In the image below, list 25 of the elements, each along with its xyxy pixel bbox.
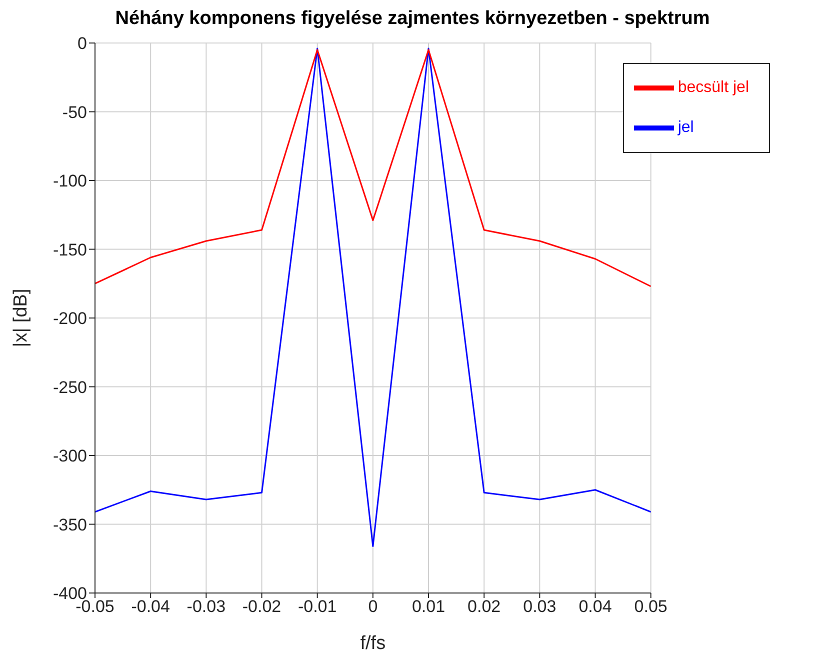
x-tick-label: -0.02 bbox=[242, 597, 282, 616]
x-tick-label: -0.03 bbox=[186, 597, 226, 616]
x-tick-label: 0 bbox=[368, 597, 378, 616]
y-tick-label: -300 bbox=[52, 446, 87, 466]
x-tick-label: -0.01 bbox=[298, 597, 337, 616]
x-tick-label: 0.01 bbox=[412, 597, 446, 616]
line-series bbox=[95, 49, 651, 288]
legend-label: becsült jel bbox=[678, 79, 749, 96]
x-tick-label: 0.03 bbox=[523, 597, 556, 616]
y-tick-label: -250 bbox=[52, 378, 87, 397]
legend-label: jel bbox=[678, 119, 694, 136]
x-axis-title: f/fs bbox=[360, 633, 386, 654]
line-series bbox=[95, 48, 651, 547]
x-tick-label: -0.04 bbox=[131, 597, 170, 616]
y-tick-label: -200 bbox=[52, 309, 87, 328]
y-tick-label: -50 bbox=[62, 102, 87, 122]
x-tick-label: 0.04 bbox=[578, 597, 612, 616]
y-tick-label: -350 bbox=[52, 515, 87, 534]
y-tick-label: 0 bbox=[78, 34, 87, 54]
y-tick-label: -100 bbox=[52, 172, 87, 191]
y-axis-title: |x| [dB] bbox=[10, 288, 32, 348]
chart-title: Néhány komponens figyelése zajmentes környezetben - spektrum bbox=[114, 8, 711, 30]
x-tick-label: 0.02 bbox=[468, 597, 501, 616]
x-tick-label: 0.05 bbox=[634, 597, 668, 616]
y-tick-label: -150 bbox=[52, 240, 87, 260]
